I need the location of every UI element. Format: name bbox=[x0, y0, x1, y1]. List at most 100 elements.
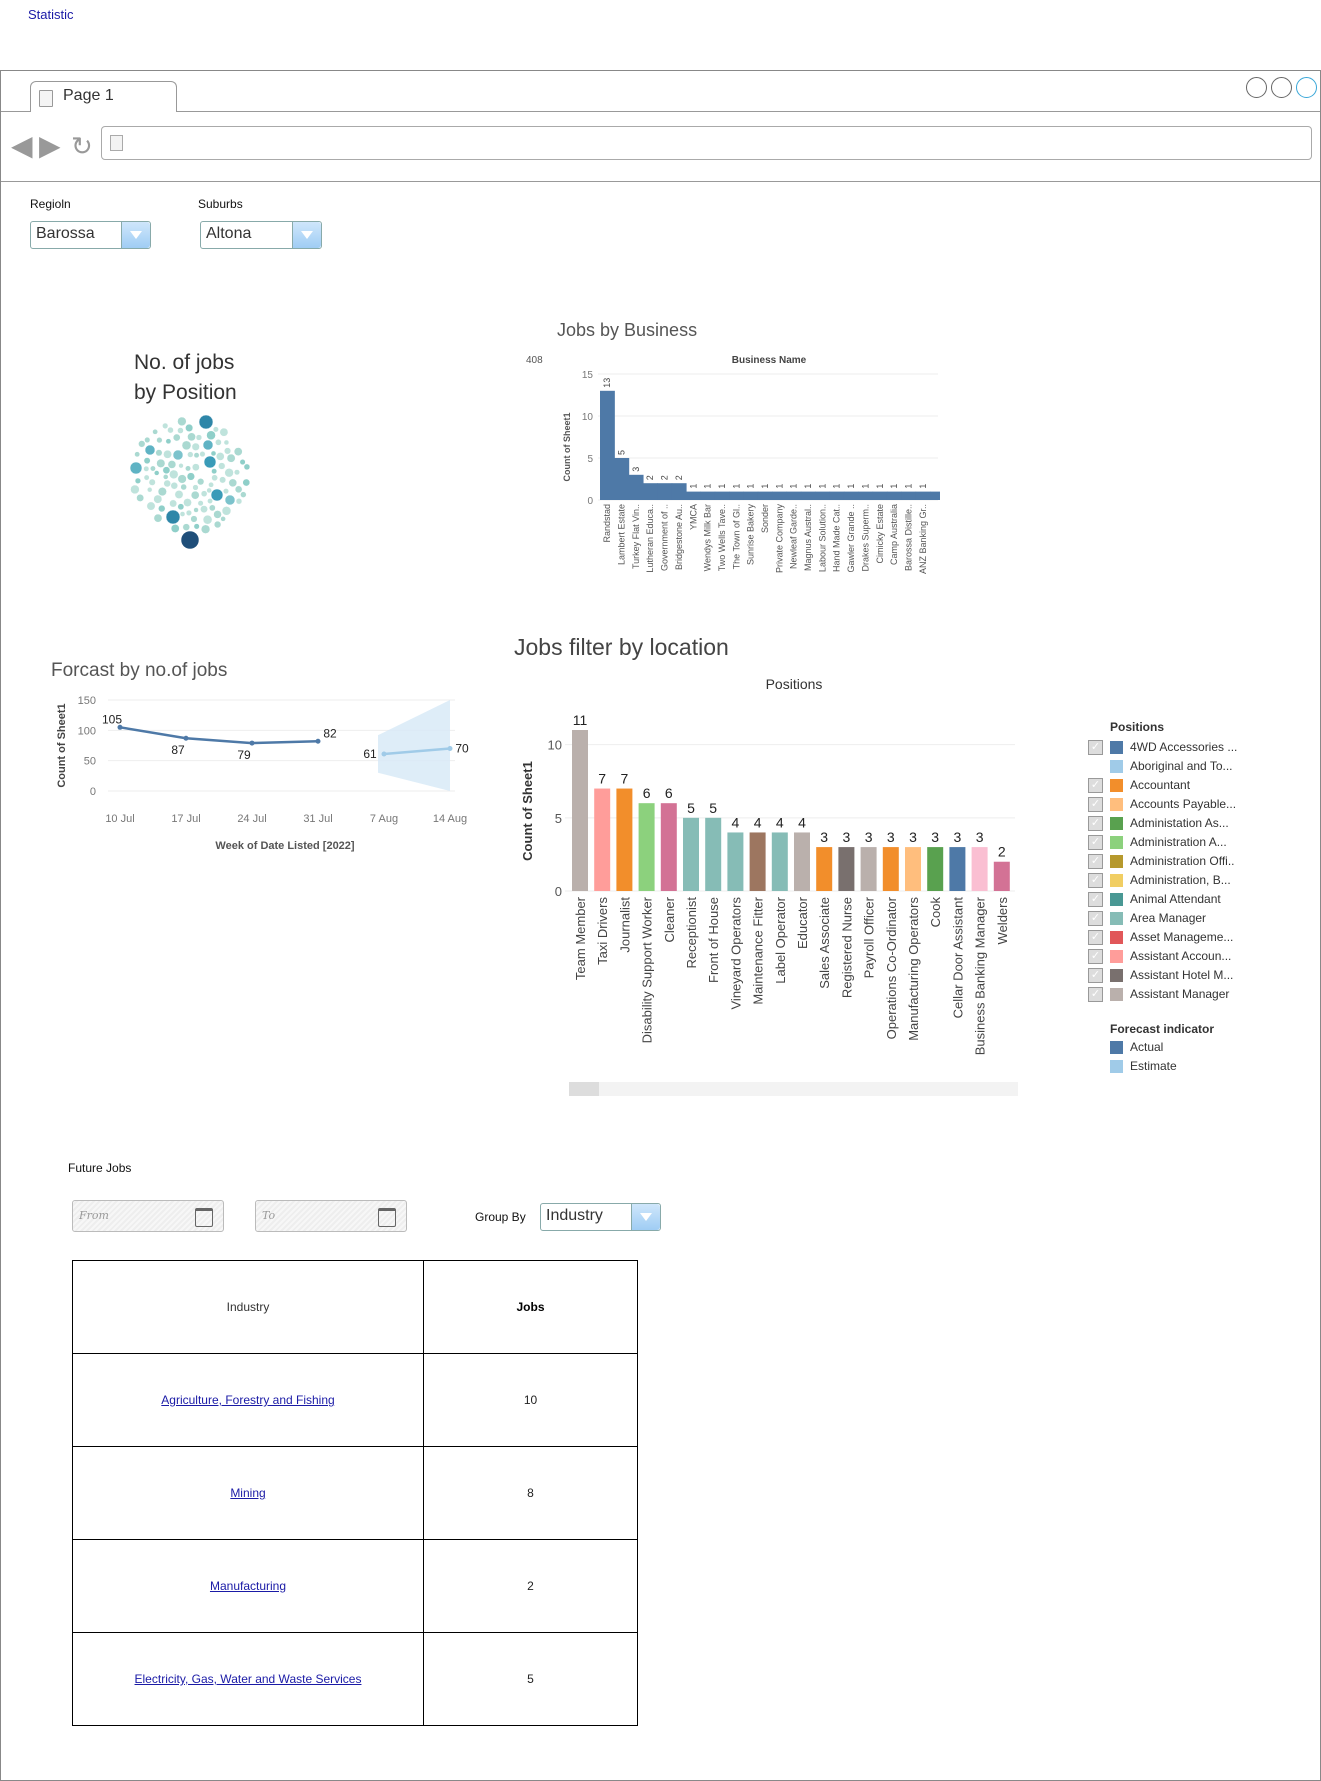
suburbs-select[interactable]: Altona bbox=[200, 221, 322, 249]
bar bbox=[643, 483, 658, 500]
checkbox[interactable]: ✓ bbox=[1088, 930, 1103, 945]
checkbox[interactable]: ✓ bbox=[1088, 911, 1103, 926]
calendar-icon[interactable] bbox=[195, 1208, 213, 1227]
x-tick-label: Maintenance Fitter bbox=[751, 896, 766, 1004]
legend-item[interactable]: ✓ Assistant Accoun... bbox=[1088, 947, 1278, 966]
bar bbox=[705, 817, 722, 891]
reload-icon[interactable]: ↻ bbox=[71, 131, 93, 161]
checkbox[interactable]: ✓ bbox=[1088, 816, 1103, 831]
group-by-select[interactable]: Industry bbox=[540, 1203, 661, 1231]
data-label: 7 bbox=[598, 771, 606, 787]
bubble bbox=[134, 451, 141, 458]
data-label: 2 bbox=[998, 844, 1006, 860]
bubble-title-line-1: No. of jobs bbox=[134, 351, 235, 374]
bubble bbox=[185, 509, 192, 516]
bubble bbox=[157, 487, 167, 497]
checkbox[interactable]: ✓ bbox=[1088, 873, 1103, 888]
bubble bbox=[180, 483, 187, 491]
to-date-field[interactable]: To bbox=[255, 1200, 407, 1232]
bar bbox=[729, 491, 744, 500]
data-label: 1 bbox=[774, 484, 784, 489]
address-bar[interactable] bbox=[101, 126, 1312, 160]
back-icon[interactable]: ◀ bbox=[11, 130, 33, 161]
checkbox[interactable]: ✓ bbox=[1088, 968, 1103, 983]
forecast-legend-item[interactable]: Estimate bbox=[1088, 1057, 1278, 1076]
table-row: Manufacturing 2 bbox=[72, 1539, 638, 1633]
legend-label: Area Manager bbox=[1130, 911, 1207, 925]
checkbox[interactable]: ✓ bbox=[1088, 740, 1103, 755]
legend-item[interactable]: ✓ Accounts Payable... bbox=[1088, 795, 1278, 814]
x-tick-label: Business Banking Manager bbox=[973, 896, 988, 1055]
bubble bbox=[202, 439, 214, 451]
x-tick-label: Manufacturing Operators bbox=[906, 897, 921, 1041]
industry-link[interactable]: Manufacturing bbox=[209, 1579, 287, 1593]
positions-chart[interactable]: Positions 0 5 10 Count of Sheet1 11 Team Membe… bbox=[510, 670, 1035, 1100]
chevron-down-icon[interactable] bbox=[121, 222, 150, 248]
bar bbox=[638, 803, 655, 891]
window-button-icon[interactable] bbox=[1246, 77, 1267, 98]
legend-item[interactable]: ✓ Administration A... bbox=[1088, 833, 1278, 852]
legend-item[interactable]: ✓ Asset Manageme... bbox=[1088, 928, 1278, 947]
checkbox[interactable]: ✓ bbox=[1088, 854, 1103, 869]
x-tick-label: Sales Associate bbox=[817, 897, 832, 989]
page-title[interactable]: Statistic bbox=[28, 7, 74, 22]
chevron-down-icon[interactable] bbox=[292, 222, 321, 248]
bubble bbox=[191, 442, 200, 451]
legend-item[interactable]: ✓ Area Manager bbox=[1088, 909, 1278, 928]
calendar-icon[interactable] bbox=[378, 1208, 396, 1227]
region-select[interactable]: Barossa bbox=[30, 221, 151, 249]
industry-link[interactable]: Agriculture, Forestry and Fishing bbox=[161, 1393, 335, 1407]
forecast-chart[interactable]: 0 50 100 150 Count of Sheet1 10 Jul 17 Jul 24 J… bbox=[50, 688, 480, 853]
from-date-field[interactable]: From bbox=[72, 1200, 224, 1232]
industry-header: Industry bbox=[72, 1260, 424, 1354]
legend-item[interactable]: ✓ Animal Attendant bbox=[1088, 890, 1278, 909]
bubble bbox=[235, 498, 243, 505]
x-tick-label: Bridgestone Au.. bbox=[674, 504, 684, 570]
bubble bbox=[208, 481, 214, 488]
legend-list[interactable]: ✓ 4WD Accessories ... Aboriginal and To...… bbox=[1088, 738, 1278, 1016]
legend-item[interactable]: ✓ Accountant bbox=[1088, 776, 1278, 795]
data-point bbox=[117, 724, 123, 730]
industry-link[interactable]: Electricity, Gas, Water and Waste Servic… bbox=[134, 1672, 362, 1686]
forecast-legend-item[interactable]: Actual bbox=[1088, 1038, 1278, 1057]
chevron-down-icon[interactable] bbox=[631, 1204, 660, 1230]
bubble-chart[interactable] bbox=[120, 405, 260, 555]
checkbox[interactable]: ✓ bbox=[1088, 778, 1103, 793]
legend-item[interactable]: ✓ Assistant Manager bbox=[1088, 985, 1278, 1004]
legend-item[interactable]: ✓ Assistant Hotel M... bbox=[1088, 966, 1278, 985]
forward-icon[interactable]: ▶ bbox=[39, 130, 61, 161]
x-tick-label: Gawler Grande .. bbox=[846, 504, 856, 573]
checkbox[interactable]: ✓ bbox=[1088, 949, 1103, 964]
bubble bbox=[193, 507, 199, 513]
legend-item[interactable]: ✓ 4WD Accessories ... bbox=[1088, 738, 1278, 757]
bar bbox=[882, 847, 899, 891]
series-line-estimate bbox=[383, 747, 451, 756]
checkbox[interactable]: ✓ bbox=[1088, 987, 1103, 1002]
legend-label: Accounts Payable... bbox=[1130, 797, 1237, 811]
x-tick-label: Newleaf Garde.. bbox=[789, 504, 799, 569]
legend-item[interactable]: ✓ Administration Offi.. bbox=[1088, 852, 1278, 871]
bubble bbox=[156, 458, 166, 468]
data-label: 1 bbox=[832, 484, 842, 489]
bar bbox=[949, 847, 966, 891]
industry-link[interactable]: Mining bbox=[230, 1486, 266, 1500]
checkbox[interactable]: ✓ bbox=[1088, 835, 1103, 850]
window-button-icon[interactable] bbox=[1296, 77, 1317, 98]
tab-page-1[interactable]: Page 1 bbox=[30, 81, 177, 112]
data-label: 105 bbox=[102, 712, 122, 726]
checkbox[interactable]: ✓ bbox=[1088, 892, 1103, 907]
legend-label: Accountant bbox=[1130, 778, 1191, 792]
data-label: 1 bbox=[731, 484, 741, 489]
browser-window: Page 1 ◀ ▶ ↻ bbox=[0, 70, 1321, 1781]
bubble bbox=[206, 487, 212, 494]
checkbox[interactable]: ✓ bbox=[1088, 797, 1103, 812]
window-button-icon[interactable] bbox=[1271, 77, 1292, 98]
legend-item[interactable]: ✓ Administation As... bbox=[1088, 814, 1278, 833]
legend-swatch bbox=[1110, 874, 1123, 887]
bubble bbox=[218, 462, 226, 470]
legend-swatch bbox=[1110, 760, 1123, 773]
forecast-legend-title: Forecast indicator bbox=[1110, 1022, 1215, 1036]
legend-item[interactable]: ✓ Administration, B... bbox=[1088, 871, 1278, 890]
legend-item[interactable]: Aboriginal and To... bbox=[1088, 757, 1278, 776]
